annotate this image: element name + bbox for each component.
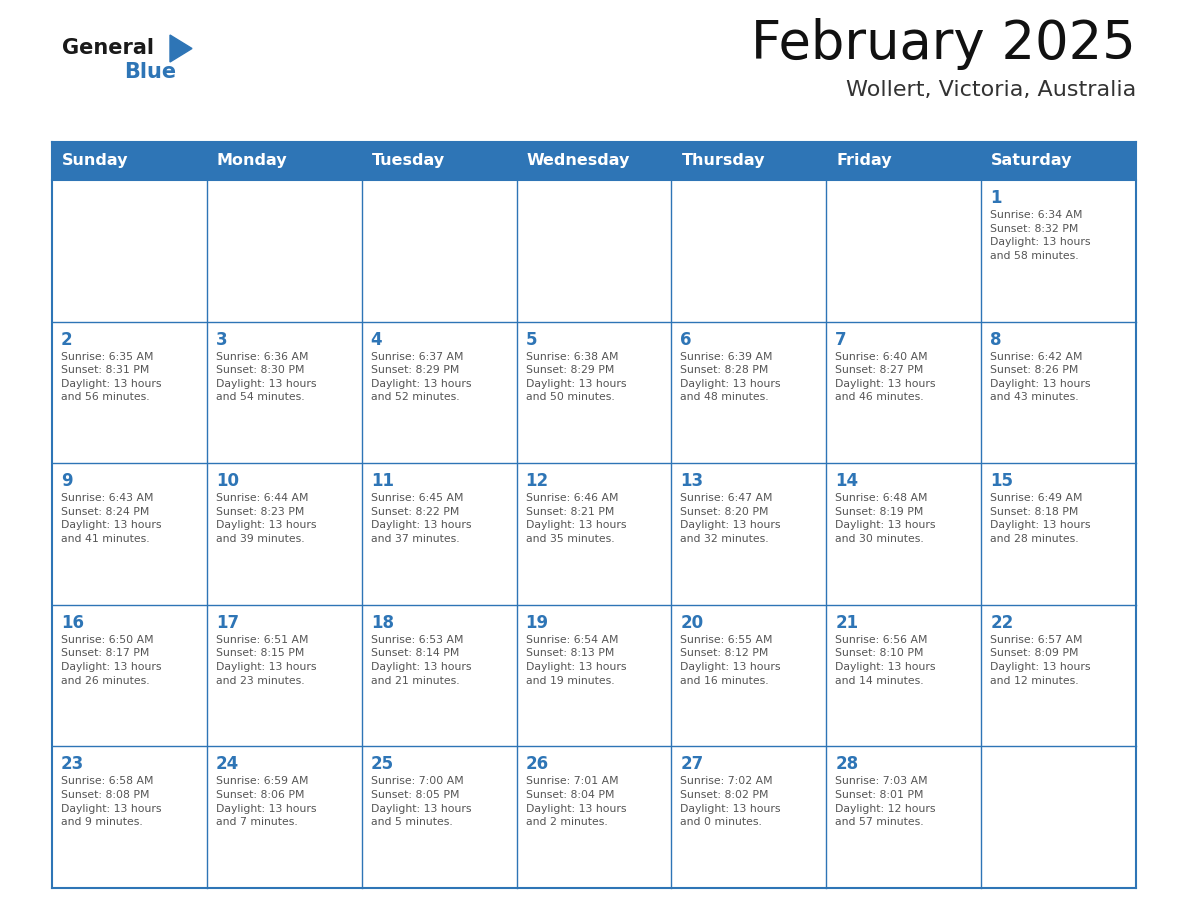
Text: 26: 26 [525,756,549,773]
Text: 3: 3 [216,330,227,349]
Text: 8: 8 [990,330,1001,349]
Text: Sunrise: 6:59 AM
Sunset: 8:06 PM
Daylight: 13 hours
and 7 minutes.: Sunrise: 6:59 AM Sunset: 8:06 PM Dayligh… [216,777,316,827]
Text: 22: 22 [990,614,1013,632]
Text: 5: 5 [525,330,537,349]
Text: 18: 18 [371,614,393,632]
Text: Sunrise: 7:00 AM
Sunset: 8:05 PM
Daylight: 13 hours
and 5 minutes.: Sunrise: 7:00 AM Sunset: 8:05 PM Dayligh… [371,777,472,827]
Text: Wednesday: Wednesday [526,153,630,169]
Text: 2: 2 [61,330,72,349]
Bar [52,142,1136,180]
Text: Wollert, Victoria, Australia: Wollert, Victoria, Australia [846,80,1136,100]
Text: Sunrise: 6:56 AM
Sunset: 8:10 PM
Daylight: 13 hours
and 14 minutes.: Sunrise: 6:56 AM Sunset: 8:10 PM Dayligh… [835,635,936,686]
Text: Sunrise: 6:43 AM
Sunset: 8:24 PM
Daylight: 13 hours
and 41 minutes.: Sunrise: 6:43 AM Sunset: 8:24 PM Dayligh… [61,493,162,544]
Text: 25: 25 [371,756,394,773]
Text: Sunrise: 6:37 AM
Sunset: 8:29 PM
Daylight: 13 hours
and 52 minutes.: Sunrise: 6:37 AM Sunset: 8:29 PM Dayligh… [371,352,472,402]
Text: Sunrise: 6:57 AM
Sunset: 8:09 PM
Daylight: 13 hours
and 12 minutes.: Sunrise: 6:57 AM Sunset: 8:09 PM Dayligh… [990,635,1091,686]
Text: Sunrise: 7:01 AM
Sunset: 8:04 PM
Daylight: 13 hours
and 2 minutes.: Sunrise: 7:01 AM Sunset: 8:04 PM Dayligh… [525,777,626,827]
Text: 24: 24 [216,756,239,773]
Text: Blue: Blue [124,62,176,82]
Text: 19: 19 [525,614,549,632]
Text: Tuesday: Tuesday [372,153,444,169]
Text: Sunrise: 6:44 AM
Sunset: 8:23 PM
Daylight: 13 hours
and 39 minutes.: Sunrise: 6:44 AM Sunset: 8:23 PM Dayligh… [216,493,316,544]
Text: Friday: Friday [836,153,892,169]
Text: 11: 11 [371,472,393,490]
Text: Thursday: Thursday [682,153,765,169]
Text: 12: 12 [525,472,549,490]
Text: Sunrise: 6:55 AM
Sunset: 8:12 PM
Daylight: 13 hours
and 16 minutes.: Sunrise: 6:55 AM Sunset: 8:12 PM Dayligh… [681,635,781,686]
Text: Sunrise: 7:03 AM
Sunset: 8:01 PM
Daylight: 12 hours
and 57 minutes.: Sunrise: 7:03 AM Sunset: 8:01 PM Dayligh… [835,777,936,827]
Text: Sunrise: 6:42 AM
Sunset: 8:26 PM
Daylight: 13 hours
and 43 minutes.: Sunrise: 6:42 AM Sunset: 8:26 PM Dayligh… [990,352,1091,402]
Text: 21: 21 [835,614,859,632]
Text: Sunrise: 6:54 AM
Sunset: 8:13 PM
Daylight: 13 hours
and 19 minutes.: Sunrise: 6:54 AM Sunset: 8:13 PM Dayligh… [525,635,626,686]
Text: Sunrise: 6:48 AM
Sunset: 8:19 PM
Daylight: 13 hours
and 30 minutes.: Sunrise: 6:48 AM Sunset: 8:19 PM Dayligh… [835,493,936,544]
Text: 10: 10 [216,472,239,490]
Text: Sunrise: 6:50 AM
Sunset: 8:17 PM
Daylight: 13 hours
and 26 minutes.: Sunrise: 6:50 AM Sunset: 8:17 PM Dayligh… [61,635,162,686]
Text: 9: 9 [61,472,72,490]
Text: Sunrise: 6:40 AM
Sunset: 8:27 PM
Daylight: 13 hours
and 46 minutes.: Sunrise: 6:40 AM Sunset: 8:27 PM Dayligh… [835,352,936,402]
Text: 28: 28 [835,756,859,773]
Text: 16: 16 [61,614,84,632]
Text: 14: 14 [835,472,859,490]
Text: 1: 1 [990,189,1001,207]
Text: Sunrise: 6:46 AM
Sunset: 8:21 PM
Daylight: 13 hours
and 35 minutes.: Sunrise: 6:46 AM Sunset: 8:21 PM Dayligh… [525,493,626,544]
Text: 15: 15 [990,472,1013,490]
Text: Monday: Monday [217,153,287,169]
Text: Sunrise: 6:38 AM
Sunset: 8:29 PM
Daylight: 13 hours
and 50 minutes.: Sunrise: 6:38 AM Sunset: 8:29 PM Dayligh… [525,352,626,402]
Text: 20: 20 [681,614,703,632]
Text: Sunrise: 6:47 AM
Sunset: 8:20 PM
Daylight: 13 hours
and 32 minutes.: Sunrise: 6:47 AM Sunset: 8:20 PM Dayligh… [681,493,781,544]
Text: 6: 6 [681,330,691,349]
Text: 13: 13 [681,472,703,490]
Text: Sunrise: 6:49 AM
Sunset: 8:18 PM
Daylight: 13 hours
and 28 minutes.: Sunrise: 6:49 AM Sunset: 8:18 PM Dayligh… [990,493,1091,544]
Text: Sunrise: 6:58 AM
Sunset: 8:08 PM
Daylight: 13 hours
and 9 minutes.: Sunrise: 6:58 AM Sunset: 8:08 PM Dayligh… [61,777,162,827]
Text: 23: 23 [61,756,84,773]
Text: 27: 27 [681,756,703,773]
Text: 17: 17 [216,614,239,632]
Text: Sunday: Sunday [62,153,128,169]
Text: Sunrise: 6:36 AM
Sunset: 8:30 PM
Daylight: 13 hours
and 54 minutes.: Sunrise: 6:36 AM Sunset: 8:30 PM Dayligh… [216,352,316,402]
Text: Sunrise: 6:51 AM
Sunset: 8:15 PM
Daylight: 13 hours
and 23 minutes.: Sunrise: 6:51 AM Sunset: 8:15 PM Dayligh… [216,635,316,686]
Polygon shape [170,35,192,62]
Text: Sunrise: 6:39 AM
Sunset: 8:28 PM
Daylight: 13 hours
and 48 minutes.: Sunrise: 6:39 AM Sunset: 8:28 PM Dayligh… [681,352,781,402]
Text: Sunrise: 6:53 AM
Sunset: 8:14 PM
Daylight: 13 hours
and 21 minutes.: Sunrise: 6:53 AM Sunset: 8:14 PM Dayligh… [371,635,472,686]
Text: Sunrise: 7:02 AM
Sunset: 8:02 PM
Daylight: 13 hours
and 0 minutes.: Sunrise: 7:02 AM Sunset: 8:02 PM Dayligh… [681,777,781,827]
Text: Saturday: Saturday [991,153,1073,169]
Text: Sunrise: 6:45 AM
Sunset: 8:22 PM
Daylight: 13 hours
and 37 minutes.: Sunrise: 6:45 AM Sunset: 8:22 PM Dayligh… [371,493,472,544]
Text: Sunrise: 6:34 AM
Sunset: 8:32 PM
Daylight: 13 hours
and 58 minutes.: Sunrise: 6:34 AM Sunset: 8:32 PM Dayligh… [990,210,1091,261]
Text: February 2025: February 2025 [751,18,1136,70]
Text: General: General [62,38,154,58]
Text: 4: 4 [371,330,383,349]
Text: Sunrise: 6:35 AM
Sunset: 8:31 PM
Daylight: 13 hours
and 56 minutes.: Sunrise: 6:35 AM Sunset: 8:31 PM Dayligh… [61,352,162,402]
Text: 7: 7 [835,330,847,349]
